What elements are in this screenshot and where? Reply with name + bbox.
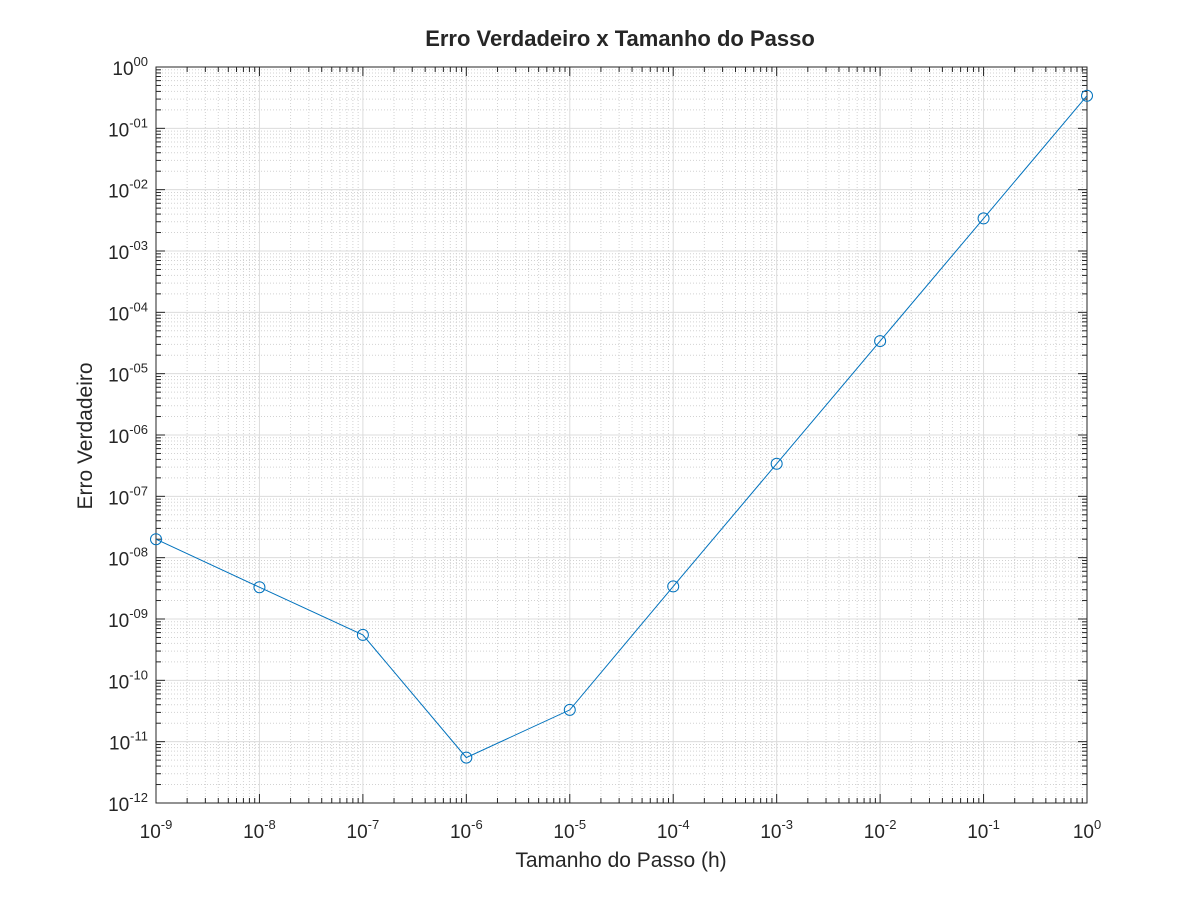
x-tick-labels: 10-9 10-8 10-7 10-6 10-5 10-4 10-3 10-2 10-1 100 — [140, 817, 1102, 843]
data-point-marker — [356, 628, 369, 641]
y-tick-label: 10-09 — [108, 606, 148, 632]
chart-title: Erro Verdadeiro x Tamanho do Passo — [425, 26, 815, 51]
x-tick-label: 10-2 — [864, 817, 897, 843]
y-tick-labels: 10-12 10-11 10-10 10-09 10-08 10-07 10-06 10-05… — [108, 54, 148, 816]
y-tick-label: 10-12 — [108, 790, 148, 816]
x-tick-label: 10-6 — [450, 817, 483, 843]
data-point-marker — [977, 212, 990, 225]
major-grid — [155, 66, 1088, 804]
data-point-marker — [667, 580, 680, 593]
x-tick-label: 10-7 — [347, 817, 380, 843]
data-point-marker — [563, 703, 576, 716]
data-point-marker — [460, 751, 473, 764]
data-point-marker — [150, 533, 162, 546]
x-tick-label: 10-9 — [140, 817, 173, 843]
y-tick-label: 10-05 — [108, 361, 148, 387]
data-point-marker — [1081, 89, 1093, 102]
y-tick-label: 10-04 — [108, 299, 148, 325]
x-tick-label: 10-3 — [760, 817, 793, 843]
y-tick-label: 10-02 — [108, 177, 148, 203]
y-tick-label: 1000 — [112, 54, 148, 80]
series-line — [155, 95, 1088, 759]
y-tick-label: 10-10 — [108, 667, 148, 693]
data-point-marker — [253, 581, 266, 594]
x-axis-label: Tamanho do Passo (h) — [515, 849, 726, 872]
y-tick-label: 10-07 — [108, 483, 148, 509]
x-tick-label: 10-8 — [243, 817, 276, 843]
x-tick-label: 100 — [1073, 817, 1101, 843]
y-tick-label: 10-06 — [108, 422, 148, 448]
data-point-marker — [770, 457, 783, 470]
x-tick-label: 10-1 — [967, 817, 1000, 843]
y-tick-label: 10-03 — [108, 238, 148, 264]
y-tick-label: 10-01 — [108, 115, 148, 141]
y-axis-label: Erro Verdadeiro — [74, 362, 97, 509]
x-tick-label: 10-5 — [553, 817, 586, 843]
y-tick-label: 10-11 — [109, 729, 148, 755]
data-point-marker — [874, 335, 887, 348]
data-series — [150, 89, 1093, 764]
y-tick-label: 10-08 — [108, 545, 148, 571]
x-tick-label: 10-4 — [657, 817, 690, 843]
minor-grid — [156, 67, 1087, 803]
axis-ticks — [155, 66, 1088, 804]
